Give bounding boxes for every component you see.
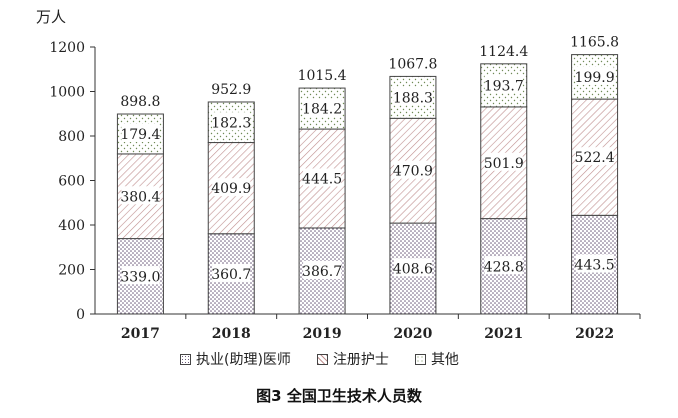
value-label-bg (121, 123, 160, 142)
total-label: 1015.4 (298, 68, 347, 84)
value-label: 470.9 (393, 164, 433, 180)
x-tick-label: 2022 (575, 326, 614, 342)
value-label-bg (575, 254, 614, 273)
legend-swatch-other (414, 353, 426, 365)
legend-item-other: 其他 (414, 349, 459, 369)
y-unit-label: 万人 (36, 8, 66, 26)
x-tick-label: 2018 (212, 326, 251, 342)
value-label-bg (303, 168, 342, 187)
value-label-bg (575, 147, 614, 166)
total-label: 898.8 (120, 94, 160, 110)
legend-label-nurses: 注册护士 (332, 352, 389, 368)
total-label: 1124.4 (479, 44, 528, 60)
value-label-bg (484, 256, 523, 275)
value-label-bg (303, 98, 342, 117)
figure-caption: 图3 全国卫生技术人员数 (256, 387, 422, 405)
chart-legend: 执业(助理)医师 注册护士 其他 (180, 349, 459, 369)
legend-label-other: 其他 (430, 352, 459, 368)
value-label-bg (484, 75, 523, 94)
value-label: 188.3 (393, 90, 433, 106)
value-label-bg (393, 160, 432, 179)
value-label: 380.4 (120, 189, 160, 205)
value-label: 408.6 (393, 262, 433, 278)
legend-item-physicians: 执业(助理)医师 (180, 349, 291, 369)
value-label: 339.0 (120, 269, 160, 285)
y-tick-label: 1000 (49, 85, 85, 101)
y-tick-label: 400 (58, 218, 85, 234)
value-label: 409.9 (211, 181, 251, 197)
value-label: 199.9 (575, 70, 615, 86)
value-label-bg (575, 66, 614, 85)
x-tick-label: 2020 (393, 326, 432, 342)
value-label: 184.2 (302, 102, 342, 118)
value-label: 501.9 (484, 156, 524, 172)
y-tick-label: 1200 (49, 40, 85, 56)
total-label: 952.9 (211, 82, 251, 98)
value-label-bg (393, 258, 432, 277)
y-tick-label: 800 (58, 129, 85, 145)
value-label-bg (393, 87, 432, 106)
legend-item-nurses: 注册护士 (316, 349, 389, 369)
value-label-bg (212, 112, 251, 131)
y-tick-label: 200 (58, 263, 85, 279)
total-label: 1165.8 (570, 35, 619, 51)
value-label-bg (303, 260, 342, 279)
value-label-bg (484, 152, 523, 171)
value-label: 360.7 (211, 267, 251, 283)
x-tick-label: 2019 (303, 326, 342, 342)
value-label-bg (121, 266, 160, 285)
legend-swatch-physicians (180, 353, 191, 365)
value-label: 386.7 (302, 264, 342, 280)
value-label: 444.5 (302, 172, 342, 188)
total-label: 1067.8 (388, 56, 437, 72)
value-label: 522.4 (575, 150, 615, 166)
x-tick-label: 2017 (121, 326, 160, 342)
x-tick-label: 2021 (484, 326, 523, 342)
value-label-bg (212, 263, 251, 282)
y-tick-label: 0 (76, 307, 85, 323)
value-label: 443.5 (575, 258, 615, 274)
legend-label-physicians: 执业(助理)医师 (196, 352, 291, 368)
value-label-bg (121, 186, 160, 205)
value-label: 182.3 (211, 115, 251, 131)
value-label: 193.7 (484, 78, 524, 94)
value-label-bg (212, 178, 251, 197)
value-label: 428.8 (484, 259, 524, 275)
value-label: 179.4 (120, 127, 160, 143)
y-tick-label: 600 (58, 174, 85, 190)
legend-swatch-nurses (316, 353, 328, 365)
